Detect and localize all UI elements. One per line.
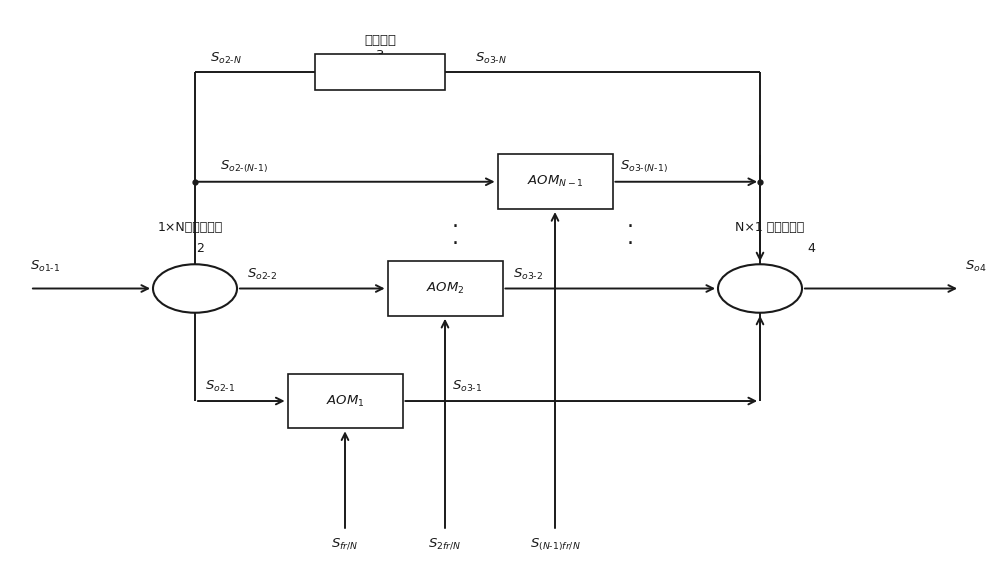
Text: $\mathit{AOM}_1$: $\mathit{AOM}_1$	[326, 394, 364, 409]
Bar	[315, 54, 445, 90]
Text: $S_{o2\text{-}1}$: $S_{o2\text{-}1}$	[205, 379, 235, 394]
Text: .: .	[626, 211, 634, 231]
Text: .: .	[452, 211, 458, 231]
Bar	[288, 374, 402, 428]
Text: N×1 光纤耦合器: N×1 光纤耦合器	[735, 220, 805, 234]
Text: $S_{fr/N}$: $S_{fr/N}$	[331, 537, 359, 551]
Text: $S_{o3\text{-}N}$: $S_{o3\text{-}N}$	[475, 51, 507, 66]
Text: $S_{2fr/N}$: $S_{2fr/N}$	[428, 537, 462, 551]
Text: $S_{(N\text{-}1)fr/N}$: $S_{(N\text{-}1)fr/N}$	[530, 537, 580, 552]
Text: $\mathit{AOM}_2$: $\mathit{AOM}_2$	[426, 281, 464, 296]
Text: 4: 4	[807, 242, 815, 255]
Text: $S_{o4}$: $S_{o4}$	[965, 259, 986, 274]
Bar	[388, 261, 503, 316]
Text: $S_{o2\text{-}N}$: $S_{o2\text{-}N}$	[210, 51, 242, 66]
Text: .: .	[626, 228, 634, 248]
Text: $\mathit{AOM}_{N-1}$: $\mathit{AOM}_{N-1}$	[527, 174, 583, 189]
Text: $S_{o3\text{-}2}$: $S_{o3\text{-}2}$	[513, 267, 543, 282]
Text: $S_{o1\text{-}1}$: $S_{o1\text{-}1}$	[30, 259, 60, 274]
Bar	[498, 154, 612, 209]
Text: .: .	[452, 228, 458, 248]
Text: $S_{o3\text{-}(N\text{-}1)}$: $S_{o3\text{-}(N\text{-}1)}$	[620, 159, 668, 175]
Text: $S_{o2\text{-}(N\text{-}1)}$: $S_{o2\text{-}(N\text{-}1)}$	[220, 159, 268, 175]
Text: 2: 2	[196, 242, 204, 255]
Text: 1×N光纤耦合器: 1×N光纤耦合器	[157, 220, 223, 234]
Text: 光衰减器: 光衰减器	[364, 34, 396, 47]
Text: $S_{o3\text{-}1}$: $S_{o3\text{-}1}$	[452, 379, 483, 394]
Text: $S_{o2\text{-}2}$: $S_{o2\text{-}2}$	[247, 267, 277, 282]
Text: 3: 3	[376, 50, 384, 62]
